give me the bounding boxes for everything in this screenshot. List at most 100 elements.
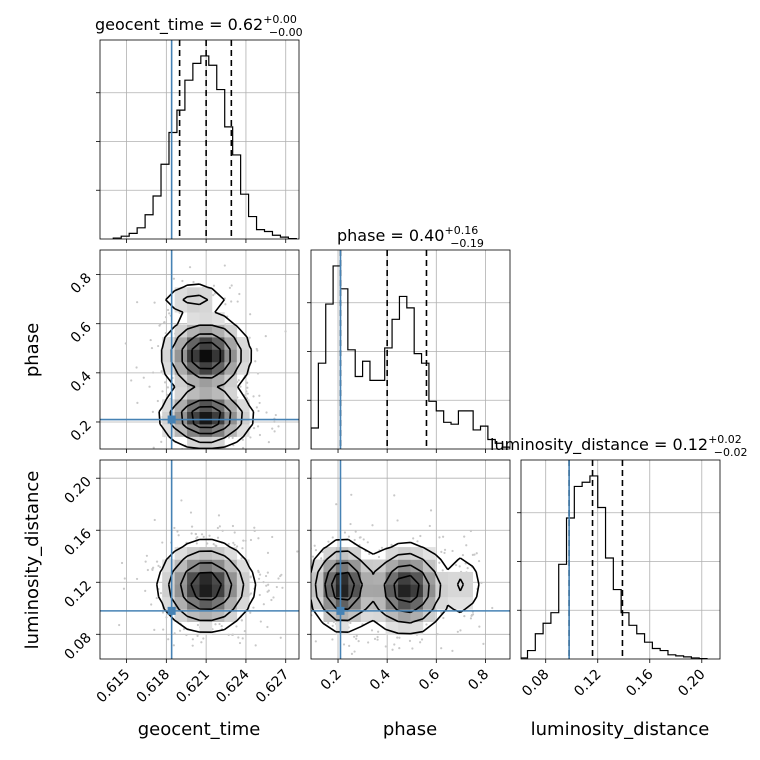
density-cell xyxy=(162,349,175,363)
scatter-point xyxy=(451,649,454,652)
pair-panel-geocent-time-vs-luminosity-distance xyxy=(96,459,306,663)
scatter-point xyxy=(155,560,159,563)
scatter-point xyxy=(355,637,358,640)
scatter-point xyxy=(212,294,215,297)
scatter-point xyxy=(233,531,236,534)
density-cell xyxy=(174,324,188,338)
scatter-point xyxy=(359,536,362,539)
scatter-point xyxy=(164,381,167,384)
scatter-point xyxy=(144,560,147,563)
scatter-point xyxy=(349,621,352,625)
scatter-point xyxy=(249,611,252,614)
scatter-point xyxy=(220,625,223,628)
scatter-point xyxy=(362,538,365,541)
title-luminosity-distance-main: luminosity_distance = 0.12 xyxy=(490,435,708,455)
density-cell xyxy=(398,584,411,598)
scatter-point xyxy=(469,617,473,620)
scatter-point xyxy=(240,557,243,560)
scatter-point xyxy=(243,629,246,633)
scatter-point xyxy=(376,638,379,641)
density-cell xyxy=(410,596,424,610)
scatter-point xyxy=(257,570,260,574)
scatter-point xyxy=(235,625,238,628)
scatter-point xyxy=(231,524,235,528)
scatter-point xyxy=(192,280,195,284)
scatter-point xyxy=(262,603,265,606)
scatter-point xyxy=(398,647,401,650)
scatter-point xyxy=(228,286,232,289)
scatter-point xyxy=(195,542,198,545)
xtick-label-geocent-time: 0.618 xyxy=(133,667,173,707)
scatter-point xyxy=(173,632,176,635)
density-cell xyxy=(410,571,424,585)
scatter-point xyxy=(195,537,198,540)
density-cell xyxy=(236,411,250,425)
density-cell xyxy=(398,621,411,635)
scatter-point xyxy=(168,312,171,315)
scatter-point xyxy=(308,584,310,586)
scatter-point xyxy=(273,420,276,423)
scatter-point xyxy=(353,635,356,638)
scatter-point xyxy=(443,551,446,555)
scatter-point xyxy=(196,449,198,451)
scatter-point xyxy=(412,537,415,540)
xtick-label-luminosity-distance: 0.16 xyxy=(623,666,656,699)
scatter-point xyxy=(152,566,155,569)
scatter-point xyxy=(231,633,235,636)
scatter-point xyxy=(270,598,273,602)
scatter-point xyxy=(176,530,179,533)
scatter-point xyxy=(164,331,167,335)
scatter-point xyxy=(190,525,194,528)
scatter-point xyxy=(355,634,358,637)
xtick-label-luminosity-distance: 0.12 xyxy=(571,667,604,700)
scatter-point xyxy=(331,624,334,628)
scatter-point xyxy=(396,519,399,522)
scatter-point xyxy=(150,346,154,350)
scatter-point xyxy=(456,630,459,633)
scatter-point xyxy=(233,543,236,546)
scatter-point xyxy=(123,577,126,580)
scatter-point xyxy=(231,436,234,440)
scatter-point xyxy=(190,532,193,535)
density-cell xyxy=(174,584,188,598)
scatter-point xyxy=(396,636,399,639)
scatter-point xyxy=(477,559,481,563)
scatter-point xyxy=(237,636,240,639)
ylabel-phase: phase xyxy=(22,323,43,377)
density-cell xyxy=(224,596,238,610)
density-cell xyxy=(174,609,188,622)
density-cell xyxy=(410,547,424,560)
title-phase-main: phase = 0.40 xyxy=(337,226,444,245)
scatter-point xyxy=(311,555,315,558)
axis-labels-layer: geocent_time phase luminosity_distance p… xyxy=(22,323,709,740)
scatter-point xyxy=(155,596,158,600)
panels-layer: 0.615 0.618 0.621 0.624 0.627 0.2 0.4 0.6 0.8 0.0… xyxy=(61,39,721,707)
scatter-point xyxy=(304,559,306,561)
pair-panel-geocent-time-vs-phase xyxy=(96,249,300,453)
scatter-point xyxy=(475,552,478,555)
scatter-point xyxy=(357,640,360,643)
ytick-label-luminosity-distance: 0.12 xyxy=(61,578,94,611)
density-cell xyxy=(187,436,200,449)
scatter-point xyxy=(215,545,218,548)
scatter-point xyxy=(296,550,299,553)
scatter-point xyxy=(178,629,182,632)
xtick-label-geocent-time: 0.621 xyxy=(173,667,213,707)
scatter-point xyxy=(136,301,139,304)
scatter-point xyxy=(473,553,476,556)
scatter-point xyxy=(419,534,422,538)
density-cell xyxy=(199,571,213,585)
density-cell xyxy=(398,596,411,610)
scatter-point xyxy=(271,535,274,539)
scatter-point xyxy=(441,569,444,572)
density-cell xyxy=(323,596,337,610)
density-cell xyxy=(224,424,238,437)
density-cell xyxy=(199,374,213,388)
scatter-point xyxy=(463,615,466,618)
scatter-point xyxy=(384,645,387,648)
density-cell xyxy=(224,399,238,412)
density-cell xyxy=(410,609,424,622)
scatter-point xyxy=(273,430,276,433)
density-cell xyxy=(187,374,200,388)
